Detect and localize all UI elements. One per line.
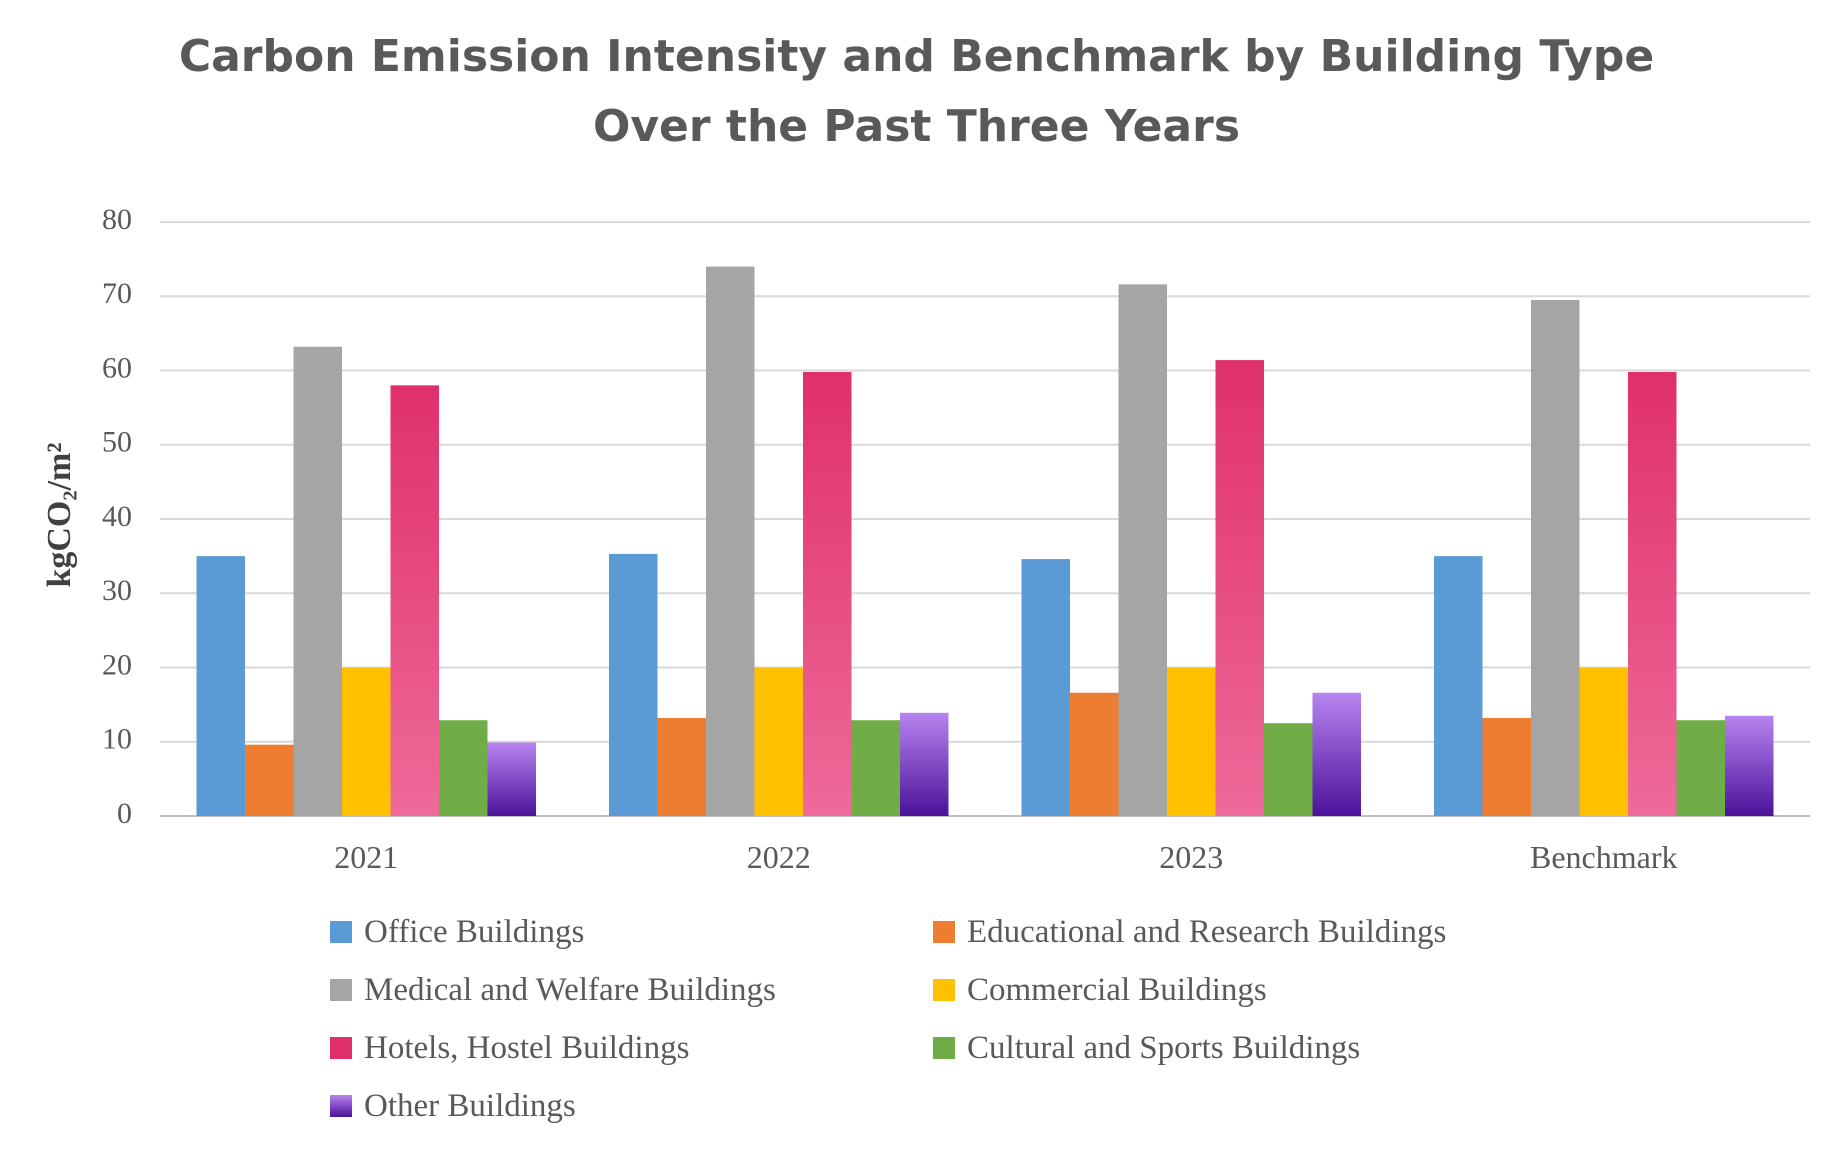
bar-medical-and-welfare-buildings-2022 [706, 266, 755, 816]
bar-other-buildings-2023 [1312, 692, 1361, 816]
x-category-label: 2022 [747, 839, 811, 875]
bar-educational-and-research-buildings-2022 [657, 717, 706, 816]
y-tick-label: 20 [102, 648, 132, 681]
y-tick-label: 80 [102, 203, 132, 236]
bar-medical-and-welfare-buildings-2023 [1118, 284, 1167, 816]
x-category-label: Benchmark [1530, 839, 1678, 875]
bar-other-buildings-benchmark [1725, 715, 1774, 816]
bar-medical-and-welfare-buildings-benchmark [1531, 299, 1580, 816]
chart-title-line-2: Over the Past Three Years [592, 101, 1241, 152]
x-category-label: 2023 [1159, 839, 1223, 875]
y-axis-ticks: 0 10 20 30 40 50 60 70 80 [102, 203, 132, 830]
bar-hotels-hostel-buildings-2022 [803, 371, 852, 816]
y-axis-label: kgCO₂/m² [41, 442, 78, 587]
bars [196, 266, 1774, 816]
y-tick-label: 70 [102, 277, 132, 310]
y-tick-label: 10 [102, 723, 132, 756]
bar-office-buildings-2023 [1021, 559, 1070, 816]
y-tick-label: 50 [102, 426, 132, 459]
bar-commercial-buildings-2021 [342, 667, 391, 816]
y-tick-label: 30 [102, 574, 132, 607]
bar-other-buildings-2021 [487, 742, 536, 816]
y-tick-label: 60 [102, 351, 132, 384]
bar-educational-and-research-buildings-2023 [1070, 692, 1119, 816]
bar-office-buildings-2021 [196, 556, 245, 816]
bar-commercial-buildings-benchmark [1579, 667, 1628, 816]
chart-title-line-1: Carbon Emission Intensity and Benchmark … [178, 31, 1655, 82]
y-tick-label: 0 [117, 797, 132, 830]
bar-educational-and-research-buildings-2021 [245, 744, 294, 816]
x-axis-categories: 2021 2022 2023 Benchmark [334, 839, 1677, 875]
bar-cultural-and-sports-buildings-2022 [851, 720, 900, 816]
chart-title: Carbon Emission Intensity and Benchmark … [0, 22, 1833, 162]
bar-medical-and-welfare-buildings-2021 [293, 346, 342, 816]
bar-commercial-buildings-2022 [754, 667, 803, 816]
bar-office-buildings-2022 [609, 553, 658, 816]
y-tick-label: 40 [102, 500, 132, 533]
bar-commercial-buildings-2023 [1167, 667, 1216, 816]
bar-hotels-hostel-buildings-benchmark [1628, 371, 1677, 816]
bar-hotels-hostel-buildings-2023 [1215, 360, 1264, 816]
bar-cultural-and-sports-buildings-benchmark [1676, 720, 1725, 816]
bar-educational-and-research-buildings-benchmark [1482, 717, 1531, 816]
bar-hotels-hostel-buildings-2021 [390, 385, 439, 816]
bar-cultural-and-sports-buildings-2023 [1264, 723, 1313, 816]
bar-cultural-and-sports-buildings-2021 [439, 720, 488, 816]
bar-other-buildings-2022 [900, 712, 949, 816]
x-category-label: 2021 [334, 839, 398, 875]
bar-office-buildings-benchmark [1434, 556, 1483, 816]
